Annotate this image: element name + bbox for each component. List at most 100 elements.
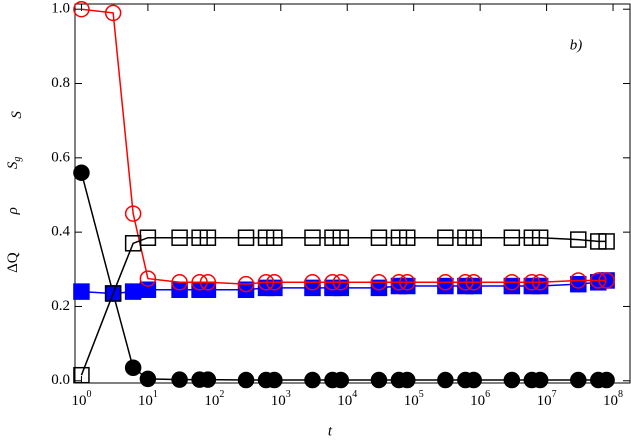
y-label-part: ρ [5,207,21,215]
x-tick-base: 10 [470,393,485,409]
marker [531,277,549,295]
y-tick-label: 1.0 [51,1,70,17]
marker [324,274,341,291]
marker [370,274,388,291]
marker [139,270,157,287]
y-tick-label: 0.0 [51,372,70,388]
marker [304,279,321,297]
marker [324,229,341,246]
marker [370,229,388,246]
marker [304,371,321,389]
marker [570,275,587,293]
marker [398,274,416,291]
marker [104,4,122,22]
marker [73,0,90,18]
marker [237,229,255,246]
marker [398,371,416,389]
marker [124,205,142,222]
marker [370,371,388,389]
marker [437,274,454,291]
x-tick-exponent: 6 [485,389,490,400]
marker [191,229,208,246]
marker [437,371,454,389]
marker [503,277,521,295]
y-tick-label: 0.6 [51,149,70,165]
marker [332,229,350,246]
y-label-sub: g [12,157,23,162]
marker [266,229,283,246]
marker [531,229,549,246]
x-tick-exponent: 1 [153,389,158,400]
marker [370,279,388,297]
y-tick-label: 0.2 [51,298,70,314]
x-tick-exponent: 2 [219,389,224,400]
marker [199,274,217,291]
x-tick-exponent: 5 [419,389,424,400]
x-tick-label: 108 [603,389,623,409]
marker [191,274,208,291]
marker [570,371,587,389]
marker [237,281,255,298]
marker [503,229,521,246]
marker [465,274,482,291]
marker [199,229,217,246]
marker [257,274,275,291]
marker [590,272,607,289]
marker [465,371,482,389]
y-label-part: ΔQ [5,252,21,273]
marker [570,231,587,248]
marker [73,366,90,384]
y-tick-label: 0.4 [51,224,70,240]
marker [171,371,188,388]
x-tick-exponent: 8 [618,389,623,400]
marker [523,274,541,291]
marker [390,274,408,291]
x-tick-exponent: 3 [286,389,291,400]
y-label-part: S [5,161,21,169]
x-tick-base: 10 [603,393,618,409]
marker [590,233,607,250]
y-axis-label: ΔQρSgS [5,111,25,273]
marker [139,370,157,388]
marker [304,274,321,291]
marker [73,283,90,300]
marker [598,371,615,389]
marker [503,371,521,389]
marker [266,279,283,297]
x-tick-base: 10 [404,393,419,409]
marker [199,371,217,388]
marker [457,274,474,291]
y-label-part: S [9,111,25,119]
marker [457,229,474,246]
x-tick-label: 107 [537,389,557,409]
marker [304,229,321,246]
marker [237,371,255,389]
marker [124,283,142,300]
marker [598,233,615,250]
marker [266,274,283,291]
marker [598,272,615,289]
marker [465,229,482,246]
x-tick-base: 10 [271,393,286,409]
x-tick-exponent: 7 [552,389,557,400]
x-tick-base: 10 [337,393,352,409]
marker [531,371,549,389]
marker [139,229,157,246]
x-tick-label: 100 [71,389,91,409]
marker [570,272,587,289]
marker [531,274,549,291]
marker [73,164,90,181]
x-tick-label: 101 [138,389,158,409]
x-tick-label: 102 [204,389,224,409]
marker [398,277,416,295]
marker [437,229,454,246]
marker [171,274,188,291]
plot-frame [74,3,631,384]
marker [124,359,142,377]
marker [139,281,157,298]
y-tick-label: 0.8 [51,75,70,91]
marker [104,285,122,302]
series-line [80,236,607,376]
marker [257,229,275,246]
x-tick-base: 10 [204,393,219,409]
